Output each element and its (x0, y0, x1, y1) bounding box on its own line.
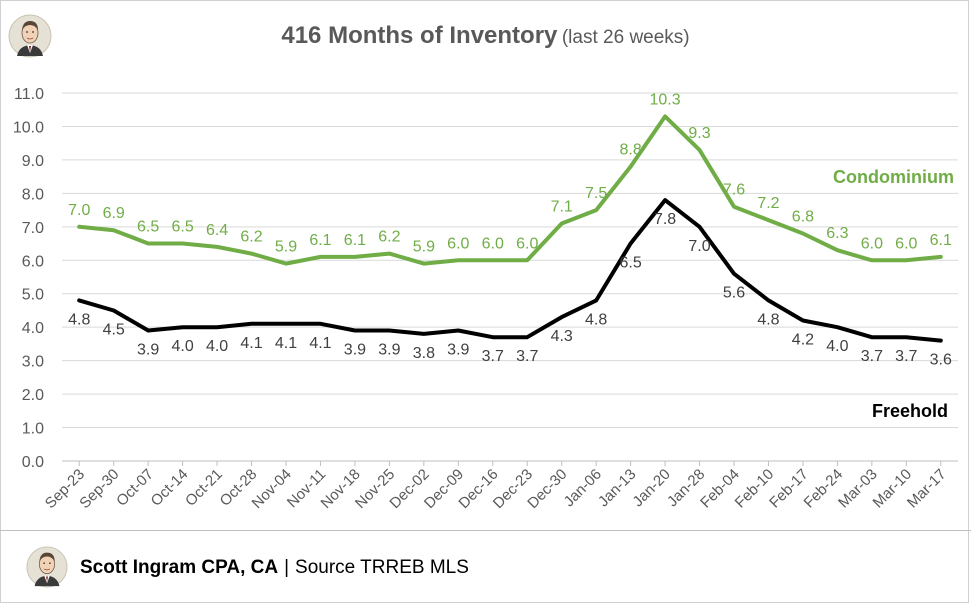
footer-credit: Scott Ingram CPA, CA | Source TRREB MLS (80, 557, 469, 579)
freehold-data-label: 7.8 (654, 211, 676, 228)
freehold-data-label: 4.8 (68, 311, 90, 328)
freehold-data-label: 6.5 (619, 255, 641, 272)
condominium-data-label: 6.4 (206, 222, 228, 239)
condominium-line (77, 114, 943, 266)
condominium-data-label: 5.9 (413, 239, 435, 256)
freehold-data-label: 3.7 (895, 348, 917, 365)
condominium-data-label: 6.1 (344, 232, 366, 249)
y-tick-label: 10.0 (13, 119, 44, 136)
freehold-data-label: 3.9 (344, 342, 366, 359)
gridlines (62, 92, 958, 462)
freehold-data-label: 4.1 (309, 335, 331, 352)
condominium-data-label: 8.8 (619, 142, 641, 159)
condominium-data-label: 6.0 (482, 235, 504, 252)
condominium-data-label: 6.2 (240, 229, 262, 246)
freehold-data-label: 4.1 (275, 335, 297, 352)
y-tick-label: 7.0 (22, 220, 44, 237)
footer-divider (0, 530, 971, 531)
condominium-data-label: 7.1 (551, 198, 573, 215)
freehold-data-label: 4.8 (585, 311, 607, 328)
freehold-data-label: 4.2 (792, 331, 814, 348)
legend-condominium: Condominium (833, 167, 954, 187)
freehold-data-label: 3.9 (447, 342, 469, 359)
freehold-data-label: 3.7 (516, 348, 538, 365)
x-tick-label: Jan-06 (561, 466, 605, 510)
y-tick-label: 8.0 (22, 186, 44, 203)
condominium-data-label: 6.8 (792, 209, 814, 226)
author-avatar-icon (8, 14, 52, 58)
condominium-data-label: 6.0 (516, 235, 538, 252)
condominium-data-label: 6.9 (103, 205, 125, 222)
data-series (77, 114, 943, 343)
y-axis-ticks: 0.0 1.0 2.0 3.0 4.0 5.0 6.0 7.0 8.0 9.0 10.0 11.0 (13, 86, 44, 471)
x-tick-label: Oct-14 (148, 466, 192, 510)
freehold-data-label: 4.8 (757, 311, 779, 328)
line-chart: 0.0 1.0 2.0 3.0 4.0 5.0 6.0 7.0 8.0 9.0 10.0 11.0 S… (13, 86, 958, 512)
condominium-data-label: 9.3 (688, 125, 710, 142)
condominium-data-label: 6.0 (895, 235, 917, 252)
footer-avatar-icon (26, 546, 68, 588)
x-tick-label: Sep-30 (76, 466, 122, 512)
condominium-data-label: 7.0 (68, 202, 90, 219)
condominium-data-label: 6.5 (137, 219, 159, 236)
y-tick-label: 5.0 (22, 287, 44, 304)
freehold-data-label: 3.7 (861, 348, 883, 365)
freehold-data-label: 3.8 (413, 345, 435, 362)
condominium-data-label: 6.3 (826, 225, 848, 242)
freehold-data-label: 5.6 (723, 285, 745, 302)
y-tick-label: 1.0 (22, 421, 44, 438)
freehold-data-label: 7.0 (688, 238, 710, 255)
condominium-data-label: 7.6 (723, 182, 745, 199)
legend-freehold: Freehold (872, 401, 948, 421)
freehold-data-label: 4.3 (551, 328, 573, 345)
freehold-data-label: 4.1 (240, 335, 262, 352)
y-tick-label: 11.0 (14, 86, 44, 103)
freehold-data-label: 3.9 (137, 342, 159, 359)
footer-separator: | (284, 557, 290, 578)
condominium-data-label: 10.3 (650, 91, 681, 108)
condominium-data-label: 6.0 (447, 235, 469, 252)
condominium-data-label: 6.5 (171, 219, 193, 236)
chart-title-sub: (last 26 weeks) (561, 27, 690, 48)
freehold-data-label: 3.7 (482, 348, 504, 365)
footer-author: Scott Ingram CPA, CA (80, 557, 279, 578)
x-tick-label: Mar-17 (904, 466, 950, 512)
condominium-data-label: 7.2 (757, 195, 779, 212)
x-tick-label: Jan-20 (629, 466, 673, 510)
condominium-data-label: 6.1 (930, 232, 952, 249)
freehold-data-label: 3.6 (930, 352, 952, 369)
chart-title-main: 416 Months of Inventory (281, 22, 558, 49)
y-tick-label: 9.0 (22, 153, 44, 170)
freehold-data-label: 3.9 (378, 342, 400, 359)
freehold-data-label: 4.0 (206, 338, 228, 355)
condominium-data-label: 7.5 (585, 185, 607, 202)
x-tick-label: Oct-21 (182, 466, 226, 510)
x-tick-label: Jan-13 (595, 466, 639, 510)
y-tick-label: 0.0 (22, 454, 44, 471)
x-tick-label: Nov-04 (249, 466, 295, 512)
freehold-data-label: 4.5 (103, 321, 125, 338)
freehold-data-label: 4.0 (826, 338, 848, 355)
y-tick-label: 3.0 (22, 354, 44, 371)
chart-title: 416 Months of Inventory (last 26 weeks) (0, 22, 971, 50)
x-axis-ticks: Sep-23Sep-30Oct-07Oct-14Oct-21Oct-28Nov-… (42, 461, 950, 512)
x-tick-label: Oct-07 (113, 466, 157, 510)
condominium-data-label: 6.2 (378, 229, 400, 246)
y-tick-label: 6.0 (22, 253, 44, 270)
footer-source: Source TRREB MLS (295, 557, 469, 578)
data-labels: 7.0 6.9 6.5 6.5 6.4 6.2 5.9 6.1 6.1 6.2 5.9 6.0 6.0 6… (68, 91, 952, 368)
x-tick-label: Dec-30 (524, 466, 570, 512)
condominium-data-label: 6.0 (861, 235, 883, 252)
freehold-data-label: 4.0 (171, 338, 193, 355)
y-tick-label: 2.0 (22, 387, 44, 404)
y-tick-label: 4.0 (22, 320, 44, 337)
condominium-data-label: 5.9 (275, 239, 297, 256)
freehold-line (77, 198, 943, 343)
condominium-data-label: 6.1 (309, 232, 331, 249)
